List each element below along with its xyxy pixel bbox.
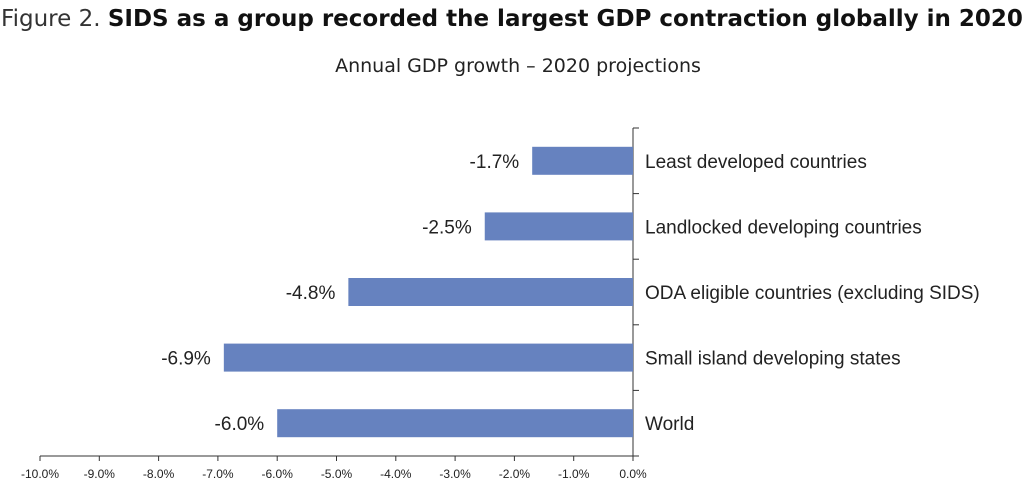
category-label: ODA eligible countries (excluding SIDS) <box>645 283 980 304</box>
x-tick-label: -10.0% <box>21 467 59 481</box>
category-label: Least developed countries <box>645 152 867 173</box>
data-label: -4.8% <box>286 283 336 304</box>
x-tick-label: -7.0% <box>202 467 234 481</box>
x-tick-label: -5.0% <box>321 467 353 481</box>
bar <box>224 344 633 372</box>
x-tick-label: -1.0% <box>558 467 590 481</box>
x-tick-label: -4.0% <box>380 467 412 481</box>
x-tick-label: -9.0% <box>84 467 116 481</box>
bar <box>485 212 633 240</box>
bar <box>348 278 633 306</box>
bar-chart: -10.0% -9.0% -8.0% -7.0% -6.0% -5.0% -4.0% -3.0… <box>0 0 1024 494</box>
bar <box>277 409 633 437</box>
data-label: -2.5% <box>422 217 472 238</box>
x-tick-label: -6.0% <box>262 467 294 481</box>
data-label: -6.0% <box>215 414 265 435</box>
category-label: World <box>645 414 694 435</box>
category-label: Landlocked developing countries <box>645 217 922 238</box>
x-tick-label: 0.0% <box>619 467 647 481</box>
x-tick-label: -2.0% <box>499 467 531 481</box>
data-label: -1.7% <box>470 152 520 173</box>
x-tick-label: -8.0% <box>143 467 175 481</box>
bar <box>532 147 633 175</box>
category-label: Small island developing states <box>645 349 901 370</box>
x-tick-label: -3.0% <box>439 467 471 481</box>
data-label: -6.9% <box>161 349 211 370</box>
